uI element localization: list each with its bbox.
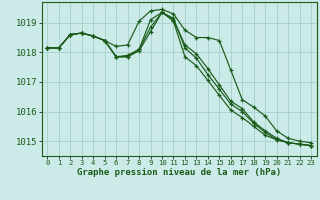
X-axis label: Graphe pression niveau de la mer (hPa): Graphe pression niveau de la mer (hPa) xyxy=(77,168,281,177)
